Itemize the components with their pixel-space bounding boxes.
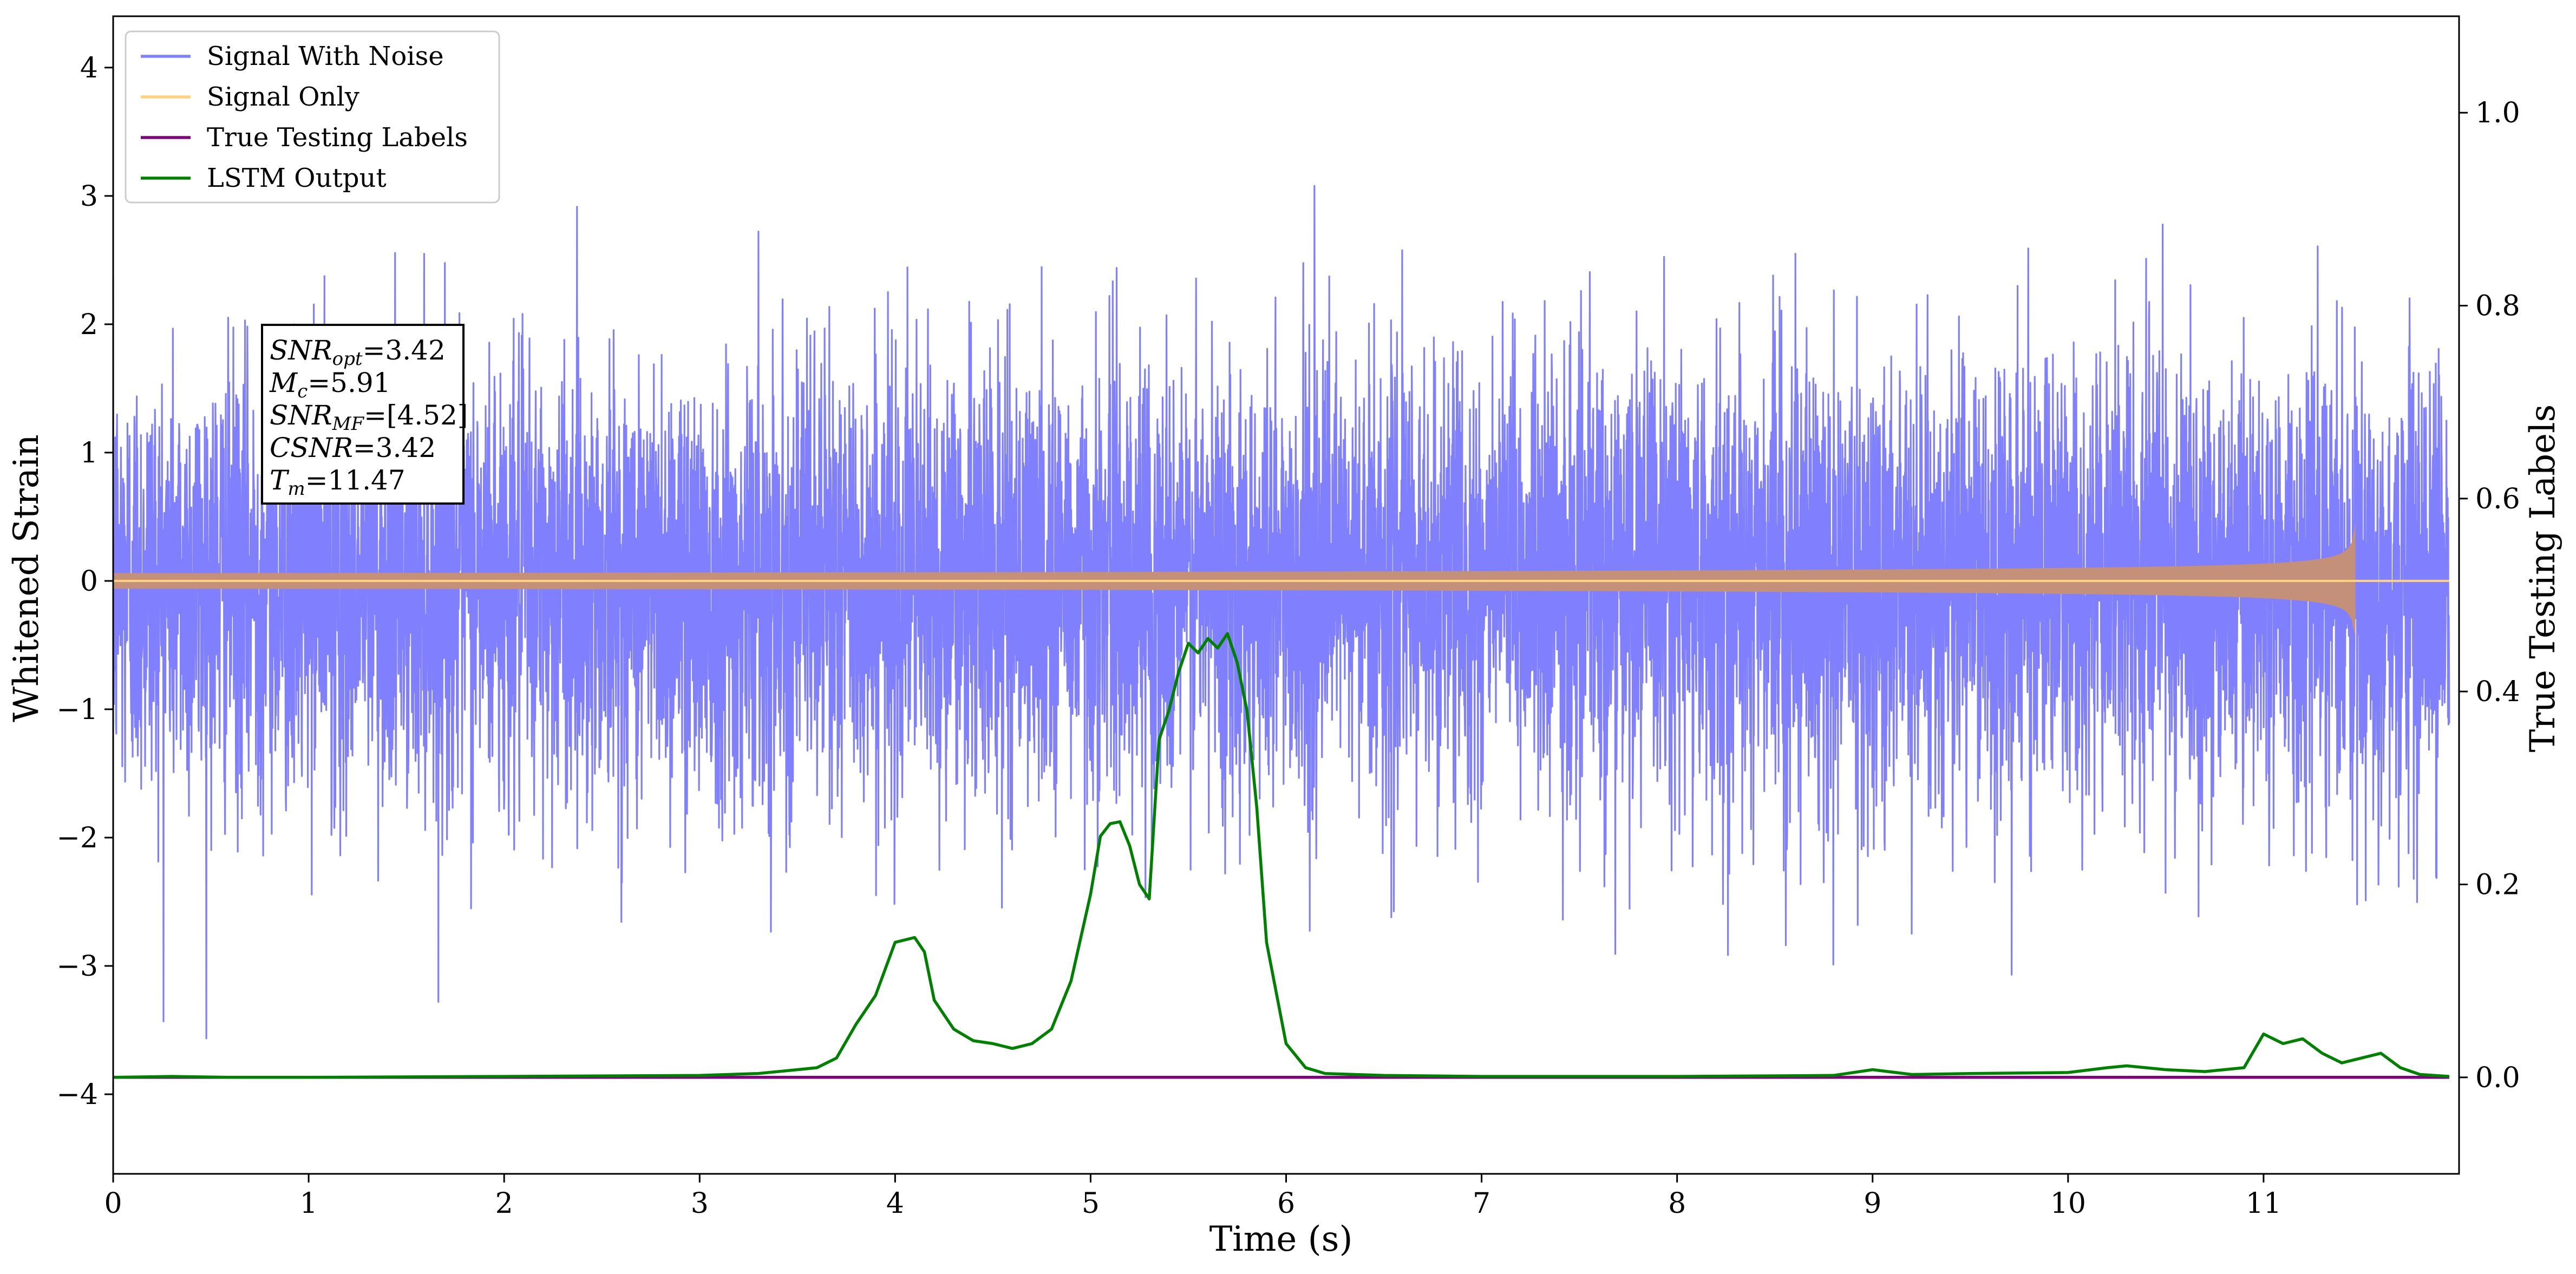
y-tick-label: 4 [80, 52, 98, 84]
legend-frame [125, 30, 500, 204]
x-tick-label: 7 [1473, 1187, 1490, 1220]
x-tick-label: 3 [691, 1187, 709, 1220]
y2-tick-label: 0.6 [2475, 483, 2520, 515]
x-tick-label: 1 [300, 1187, 318, 1220]
annotation-line: SNRopt=3.42 [270, 335, 446, 370]
annotation-line: Mc=5.91 [269, 367, 390, 402]
x-tick-label: 6 [1277, 1187, 1295, 1220]
y-tick-label: −2 [56, 822, 98, 854]
annotation-frame [261, 324, 465, 505]
x-tick-label: 10 [2050, 1187, 2086, 1220]
y-tick-label: 1 [80, 437, 98, 469]
series-lstm-output [113, 632, 2450, 1079]
y2-tick-label: 1.0 [2475, 97, 2520, 129]
annotation-line: CSNR=3.42 [270, 432, 436, 463]
noise-trace [112, 185, 2450, 1040]
lstm-output-line [113, 632, 2450, 1079]
x-tick-label: 9 [1864, 1187, 1881, 1220]
y-axis-title: Whitened Strain [6, 434, 47, 722]
y2-axis-title: True Testing Labels [2523, 404, 2563, 753]
y-axis-left: −4 −3 −2 −1 0 1 2 3 4 [56, 52, 113, 1111]
x-tick-label: 0 [104, 1187, 122, 1220]
legend-label: True Testing Labels [207, 122, 468, 153]
y2-tick-label: 0.4 [2475, 676, 2520, 708]
y-tick-label: −3 [56, 950, 98, 983]
legend-label: Signal Only [207, 82, 359, 112]
x-tick-label: 8 [1668, 1187, 1686, 1220]
series-signal-with-noise [112, 185, 2450, 1040]
legend-label: Signal With Noise [207, 41, 444, 71]
y2-tick-label: 0.0 [2475, 1062, 2520, 1094]
y-tick-label: 2 [80, 309, 98, 341]
x-tick-label: 2 [495, 1187, 513, 1220]
y-axis-right: 0.0 0.2 0.4 0.6 0.8 1.0 [2459, 97, 2520, 1094]
legend-label: LSTM Output [207, 163, 387, 193]
parameter-annotation-box: SNRopt=3.42Mc=5.91SNRMF=[4.52]CSNR=3.42T… [261, 324, 468, 505]
legend: Signal With Noise Signal Only True Testing… [125, 30, 500, 204]
series-signal-only [113, 524, 2449, 638]
x-axis: 0 1 2 3 4 5 6 7 8 9 10 11 [104, 1174, 2281, 1220]
annotation-line: Tm=11.47 [270, 465, 406, 500]
x-tick-label: 4 [886, 1187, 904, 1220]
y2-tick-label: 0.2 [2475, 869, 2520, 901]
annotation-line: SNRMF=[4.52] [270, 400, 468, 435]
x-axis-title: Time (s) [1209, 1219, 1353, 1259]
y-tick-label: −1 [56, 694, 98, 726]
x-tick-label: 11 [2246, 1187, 2281, 1220]
y-tick-label: −4 [56, 1079, 98, 1111]
y-tick-label: 0 [80, 565, 98, 598]
y-tick-label: 3 [80, 180, 98, 213]
plot-area [112, 185, 2450, 1079]
y2-tick-label: 0.8 [2475, 290, 2520, 323]
x-tick-label: 5 [1082, 1187, 1100, 1220]
